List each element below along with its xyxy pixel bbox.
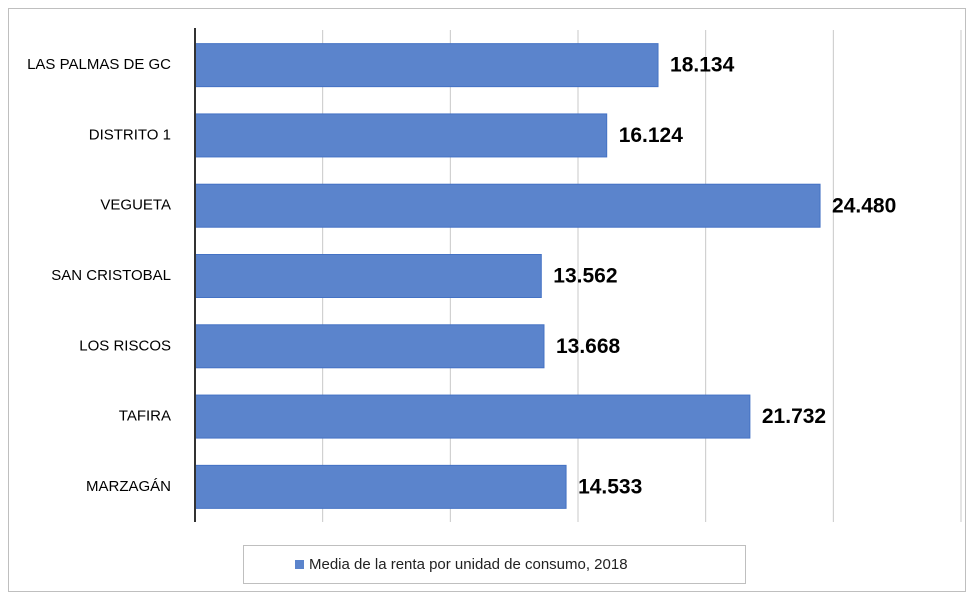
bar [194,113,608,158]
data-label: 24.480 [832,194,896,217]
data-label: 16.124 [619,124,684,147]
y-tick-label: TAFIRA [119,408,171,425]
legend-box [243,545,746,584]
y-tick-label: SAN CRISTOBAL [51,267,171,284]
bar [194,464,567,509]
y-tick-label: LAS PALMAS DE GC [27,56,171,73]
data-label: 21.732 [762,405,826,428]
data-label: 13.562 [553,265,617,288]
bar [194,324,545,369]
y-tick-label: MARZAGÁN [86,478,171,495]
legend-swatch [295,560,304,569]
bar [194,183,821,228]
data-label: 14.533 [578,475,642,498]
y-tick-label: LOS RISCOS [79,337,171,354]
legend-label: Media de la renta por unidad de consumo,… [309,556,628,573]
y-tick-label: DISTRITO 1 [89,126,171,143]
data-label: 13.668 [556,335,621,358]
y-tick-label: VEGUETA [100,197,171,214]
bar [194,394,751,439]
data-label: 18.134 [670,54,735,77]
bar [194,254,542,298]
bar [194,43,659,88]
